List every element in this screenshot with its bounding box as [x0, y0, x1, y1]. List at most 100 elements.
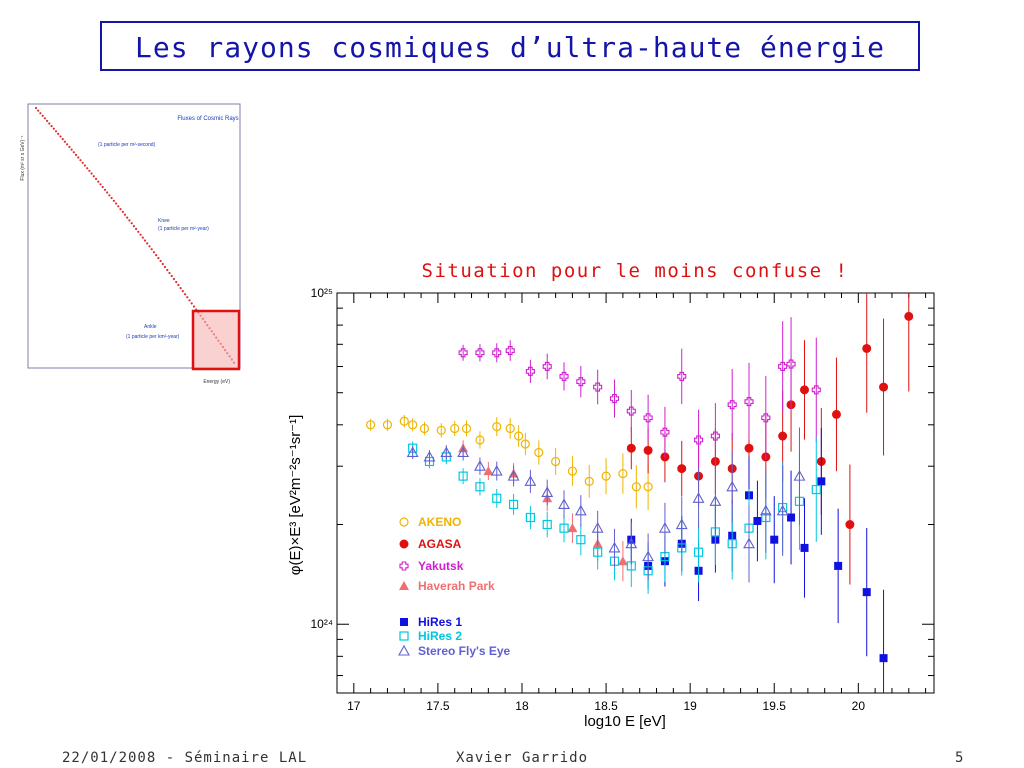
data-point-agasa: [677, 464, 687, 474]
data-point-stereo-fly-s-eye: [759, 504, 772, 516]
y-axis-label: φ(E)×E³ [eV²m⁻²s⁻¹sr⁻¹]: [287, 415, 304, 576]
footer-page-number: 5: [955, 750, 965, 766]
data-point-hires-2: [458, 471, 468, 481]
thumbnail-flux-point: [148, 245, 151, 248]
title-box: [100, 21, 920, 71]
thumbnail-flux-point: [54, 130, 58, 133]
x-tick-label: 18: [515, 699, 529, 713]
legend-marker-yakutsk: [399, 561, 409, 571]
data-point-yakutsk: [643, 413, 653, 423]
data-point-akeno: [601, 471, 611, 481]
plot-area: [336, 292, 935, 694]
data-point-yakutsk: [609, 394, 620, 404]
thumbnail-flux-point: [179, 287, 182, 290]
thumbnail-flux-point: [59, 135, 62, 138]
thumbnail-flux-point: [159, 259, 162, 263]
data-point-akeno: [631, 482, 641, 492]
data-point-yakutsk: [744, 397, 754, 407]
thumbnail-annotation-2a: Knee: [158, 218, 170, 224]
data-point-akeno: [461, 423, 472, 434]
thumbnail-xlabel: Energy (eV): [203, 379, 230, 385]
data-point-akeno: [534, 447, 544, 458]
data-point-akeno: [520, 439, 530, 449]
data-point-hires-2: [727, 539, 737, 549]
thumbnail-flux-point: [101, 185, 104, 189]
data-point-akeno: [618, 468, 628, 479]
data-point-hires-1: [753, 516, 762, 525]
thumbnail-flux-point: [181, 290, 184, 293]
thumbnail-flux-point: [126, 216, 129, 219]
data-point-akeno: [366, 420, 376, 430]
thumbnail-annotation-2b: (1 particle per m²-year): [158, 226, 209, 232]
data-point-haverah-park: [483, 466, 494, 476]
data-point-agasa: [800, 385, 810, 395]
thumbnail-flux-point: [141, 236, 144, 239]
data-point-hires-2: [475, 482, 485, 492]
data-point-yakutsk: [576, 377, 586, 387]
series: [366, 293, 914, 693]
data-point-akeno: [505, 423, 515, 434]
data-point-yakutsk: [525, 366, 535, 376]
thumbnail-flux-point: [112, 199, 115, 202]
data-point-stereo-fly-s-eye: [406, 446, 419, 458]
thumbnail-flux-point: [63, 140, 66, 143]
data-point-hires-2: [508, 499, 519, 510]
data-point-stereo-fly-s-eye: [591, 522, 604, 533]
legend-marker-hires-1: [400, 618, 408, 626]
series-stereo-fly-s-eye: [406, 427, 806, 583]
data-point-akeno: [567, 466, 578, 476]
data-point-stereo-fly-s-eye: [692, 492, 705, 503]
thumbnail-flux-point: [188, 299, 191, 302]
thumbnail-flux-point: [190, 302, 193, 305]
data-point-yakutsk: [710, 431, 720, 441]
data-point-agasa: [778, 431, 788, 441]
thumbnail-flux-point: [128, 219, 131, 222]
thumbnail-flux-point: [132, 225, 135, 228]
data-point-hires-1: [800, 543, 809, 552]
data-point-stereo-fly-s-eye: [793, 469, 806, 481]
cosmic-ray-flux-thumbnail: Fluxes of Cosmic Rays (1 particle per m²…: [20, 103, 241, 385]
data-point-akeno: [551, 456, 561, 467]
legend-label-hires-2: HiRes 2: [418, 629, 462, 643]
data-point-stereo-fly-s-eye: [625, 537, 638, 549]
thumbnail-flux-point: [97, 180, 100, 183]
data-point-yakutsk: [694, 435, 704, 445]
data-point-akeno: [399, 416, 409, 426]
thumbnail-flux-point: [81, 161, 84, 164]
data-point-stereo-fly-s-eye: [776, 504, 789, 516]
thumbnail-flux-point: [192, 305, 196, 308]
y-tick-label: 10²⁴: [311, 617, 334, 631]
data-point-yakutsk: [458, 348, 468, 358]
footer-date: 22/01/2008 - Séminaire LAL: [62, 750, 308, 766]
thumbnail-flux-point: [70, 148, 73, 151]
thumbnail-flux-point: [184, 293, 187, 296]
x-tick-label: 19: [683, 699, 697, 713]
data-point-stereo-fly-s-eye: [541, 486, 554, 497]
thumbnail-flux-point: [79, 159, 82, 162]
data-point-akeno: [584, 476, 594, 486]
thumbnail-flux-point: [139, 233, 142, 236]
thumbnail-flux-point: [170, 274, 173, 278]
data-point-yakutsk: [786, 359, 796, 369]
thumbnail-flux-point: [115, 202, 118, 205]
legend-marker-agasa: [399, 539, 409, 549]
thumbnail-flux-point: [108, 194, 111, 197]
data-point-yakutsk: [811, 385, 821, 395]
data-point-yakutsk: [542, 361, 552, 372]
data-point-hires-1: [879, 654, 888, 663]
thumbnail-flux-point: [77, 156, 80, 159]
thumbnail-flux-point: [46, 119, 49, 122]
data-point-stereo-fly-s-eye: [524, 475, 537, 486]
data-point-agasa: [862, 343, 872, 353]
x-axis-label: log10 E [eV]: [584, 713, 666, 730]
data-point-agasa: [744, 443, 754, 453]
data-point-stereo-fly-s-eye: [743, 537, 755, 549]
data-point-stereo-fly-s-eye: [423, 450, 436, 462]
thumbnail-flux-point: [177, 283, 180, 287]
data-point-yakutsk: [660, 427, 670, 437]
data-point-yakutsk: [761, 413, 771, 423]
thumbnail-flux-point: [123, 213, 127, 216]
data-point-haverah-park: [617, 556, 628, 566]
data-point-hires-2: [559, 523, 569, 533]
series-yakutsk: [458, 317, 821, 471]
